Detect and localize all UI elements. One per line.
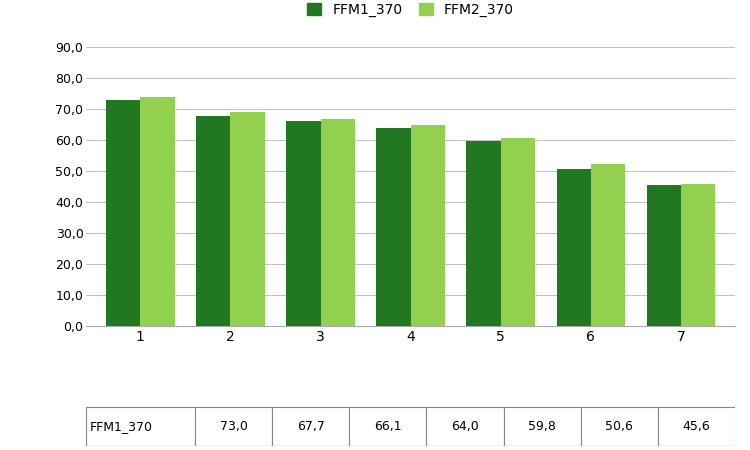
- Bar: [106, 100, 140, 326]
- Bar: [320, 119, 355, 326]
- Bar: [556, 169, 591, 326]
- Text: 73,0: 73,0: [220, 420, 248, 433]
- Bar: [658, 446, 735, 450]
- Bar: [501, 138, 535, 326]
- Text: 64,0: 64,0: [452, 420, 478, 433]
- Bar: [195, 407, 272, 446]
- Bar: [681, 184, 716, 326]
- Bar: [350, 407, 427, 446]
- Bar: [272, 407, 350, 446]
- Text: 59,8: 59,8: [528, 420, 556, 433]
- Bar: [646, 185, 681, 326]
- Bar: [140, 98, 175, 326]
- Bar: [350, 446, 427, 450]
- Bar: [427, 446, 503, 450]
- Bar: [376, 128, 411, 326]
- Text: 67,7: 67,7: [297, 420, 325, 433]
- Bar: [196, 117, 230, 326]
- Bar: [86, 407, 195, 446]
- Bar: [195, 446, 272, 450]
- Text: 66,1: 66,1: [374, 420, 402, 433]
- Bar: [591, 164, 625, 326]
- Text: FFM1_370: FFM1_370: [90, 420, 153, 433]
- Bar: [503, 446, 580, 450]
- Text: 45,6: 45,6: [682, 420, 710, 433]
- Text: 50,6: 50,6: [605, 420, 633, 433]
- Legend: FFM1_370, FFM2_370: FFM1_370, FFM2_370: [303, 0, 518, 21]
- Bar: [580, 446, 658, 450]
- Bar: [230, 112, 265, 326]
- Bar: [272, 446, 350, 450]
- Bar: [503, 407, 580, 446]
- Bar: [427, 407, 503, 446]
- Bar: [466, 141, 501, 326]
- Bar: [286, 122, 320, 326]
- Bar: [580, 407, 658, 446]
- Bar: [411, 125, 445, 326]
- Bar: [86, 446, 195, 450]
- Bar: [658, 407, 735, 446]
